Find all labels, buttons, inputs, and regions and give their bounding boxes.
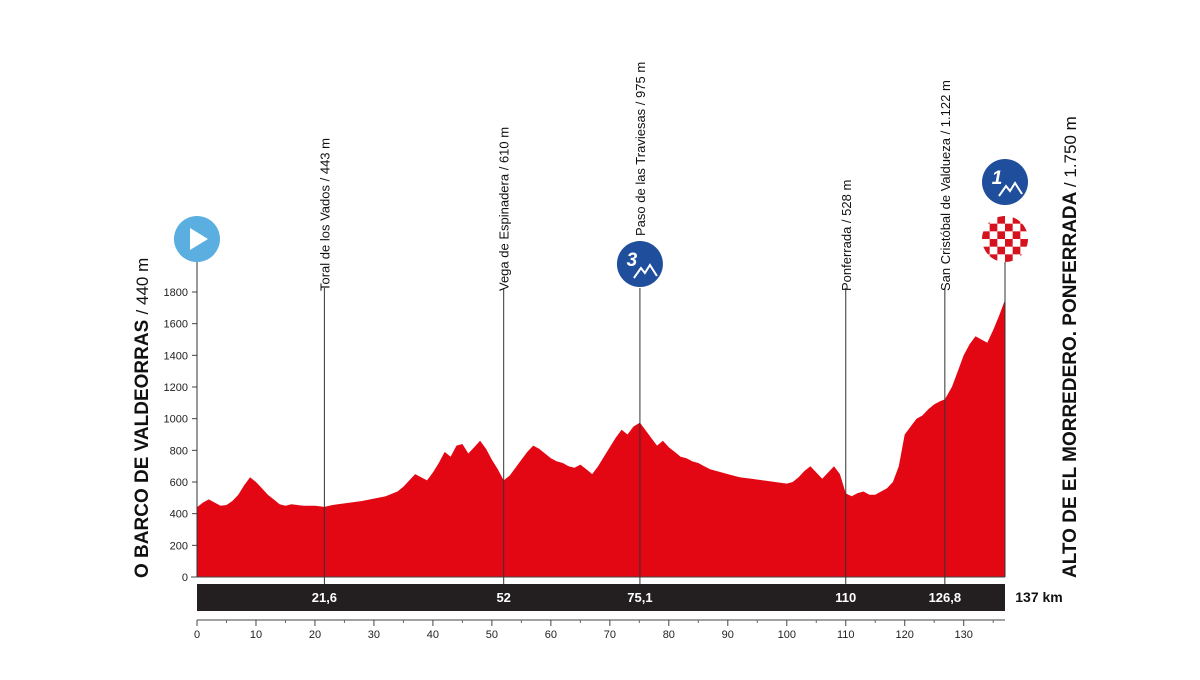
distance-bar-background (197, 584, 1005, 611)
total-distance-label: 137 km (1015, 589, 1062, 605)
x-axis: 0 10 20 30 40 50 60 70 80 90 100 110 120 130 (194, 619, 1005, 641)
climb-badge-circle (982, 159, 1028, 205)
finish-name: ALTO DE EL MORREDERO. PONFERRADA (1060, 187, 1081, 578)
waypoint-km-label: 75,1 (627, 590, 652, 605)
y-tick-label: 600 (170, 477, 188, 489)
x-tick-label: 60 (545, 629, 557, 641)
checker-square (989, 239, 998, 247)
start-name: O BARCO DE VALDEORRAS (132, 314, 153, 578)
finish-elevation: / 1.750 m (1061, 116, 1080, 187)
checker-square (1020, 239, 1028, 247)
checker-square (997, 246, 1006, 255)
waypoint-km-label: 21,6 (312, 590, 337, 605)
checker-square (982, 231, 990, 240)
waypoint-elevation: / 975 m (633, 62, 648, 105)
y-tick-label: 1600 (164, 319, 188, 331)
checker-square (989, 254, 998, 262)
waypoint-km-label: 52 (496, 590, 510, 605)
checker-square (982, 216, 990, 224)
x-tick-label: 50 (486, 629, 498, 641)
x-tick-label: 30 (368, 629, 380, 641)
x-tick-label: 130 (955, 629, 973, 641)
checker-square (1020, 223, 1028, 232)
y-tick-label: 1000 (164, 414, 188, 426)
finish-checkered-icon (982, 216, 1028, 262)
start-label: O BARCO DE VALDEORRAS / 440 m (132, 258, 153, 578)
waypoint-label: Ponferrada / 528 m (839, 180, 854, 291)
waypoint-elevation: / 610 m (497, 127, 512, 170)
climb-category-label: 3 (627, 250, 638, 271)
distance-bar: 21,6 52 75,1 110 126,8 137 km (197, 584, 1063, 611)
x-tick-label: 120 (896, 629, 914, 641)
x-tick-label: 20 (309, 629, 321, 641)
checker-square (997, 231, 1006, 240)
waypoint-label: Toral de los Vados / 443 m (317, 138, 332, 291)
y-tick-label: 0 (182, 572, 188, 584)
y-tick-label: 1200 (164, 382, 188, 394)
mountain-icon (998, 181, 1023, 197)
place-labels: Toral de los Vados / 443 m Vega de Espina… (132, 62, 1081, 578)
waypoint-label: San Cristóbal de Valdueza / 1.122 m (938, 80, 953, 291)
x-tick-label: 40 (427, 629, 439, 641)
waypoint-name: Paso de las Traviesas (633, 105, 648, 236)
checker-square (989, 223, 998, 232)
climb-badge-circle (616, 241, 663, 287)
checker-square (1005, 223, 1013, 232)
checker-square (1005, 239, 1013, 247)
y-tick-label: 400 (170, 509, 188, 521)
y-axis: 0 200 400 600 800 1000 1200 1400 1600 1800 (164, 287, 197, 584)
waypoint-name: Ponferrada (839, 223, 854, 291)
finish-climb-badge: 1 (982, 159, 1028, 205)
checker-square (1012, 231, 1021, 240)
y-tick-label: 1800 (164, 287, 188, 299)
checker-square (1020, 254, 1028, 262)
waypoint-name: San Cristóbal de Valdueza (938, 134, 953, 291)
finish-label: ALTO DE EL MORREDERO. PONFERRADA / 1.750… (1060, 116, 1081, 578)
waypoint-elevation: / 443 m (317, 138, 332, 181)
start-elevation: / 440 m (133, 258, 152, 315)
waypoint-label: Paso de las Traviesas / 975 m (633, 62, 648, 236)
x-tick-label: 10 (250, 629, 262, 641)
waypoint-lines (196, 262, 1006, 585)
x-tick-label: 70 (604, 629, 616, 641)
waypoint-elevation: / 1.122 m (938, 80, 953, 134)
x-tick-label: 100 (778, 629, 796, 641)
waypoint-name: Vega de Espinadera (497, 170, 512, 291)
x-tick-label: 110 (837, 629, 855, 641)
waypoint-label: Vega de Espinadera / 610 m (497, 127, 512, 291)
y-tick-label: 800 (170, 445, 188, 457)
climb-category-label: 1 (992, 168, 1003, 189)
profile-area (197, 299, 1005, 577)
checker-square (1012, 216, 1021, 224)
checker-square (997, 216, 1006, 224)
climb-badge: 3 (616, 241, 663, 287)
y-tick-label: 200 (170, 540, 188, 552)
checker-square (1012, 246, 1021, 255)
waypoint-name: Toral de los Vados (317, 181, 332, 291)
waypoint-elevation: / 528 m (839, 180, 854, 223)
mountain-icon (633, 263, 658, 279)
waypoint-km-label: 110 (835, 590, 856, 605)
waypoint-km-label: 126,8 (929, 590, 962, 605)
checker-square (982, 246, 990, 255)
play-icon (190, 228, 208, 250)
x-tick-label: 80 (663, 629, 675, 641)
x-tick-label: 0 (194, 629, 200, 641)
checker-square (1005, 254, 1013, 262)
x-tick-label: 90 (722, 629, 734, 641)
badges: 31 (174, 159, 1028, 287)
y-tick-label: 1400 (164, 350, 188, 362)
